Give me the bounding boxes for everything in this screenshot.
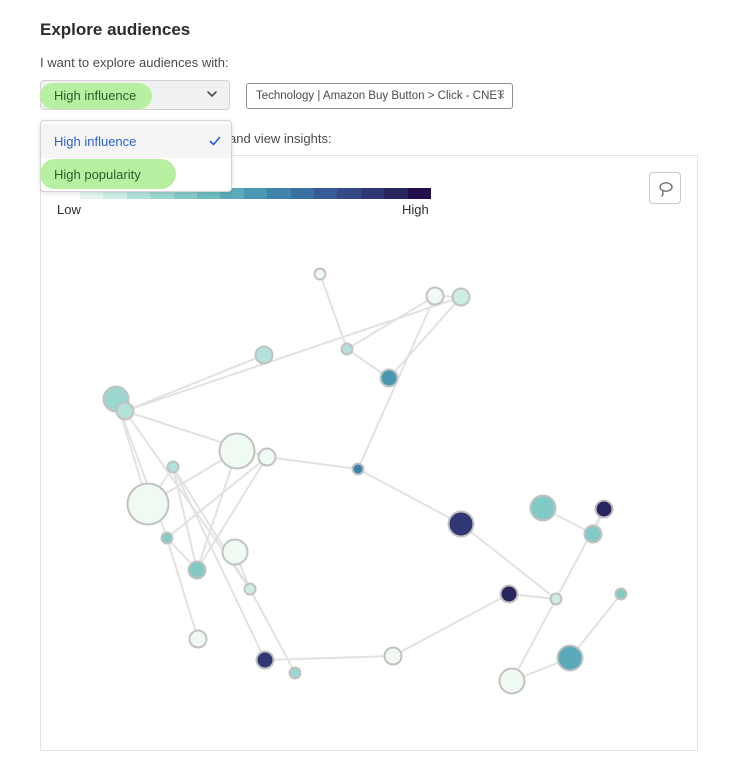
audience-node[interactable] [594, 499, 614, 519]
graph-edge [172, 466, 266, 661]
menu-item-label: High popularity [54, 167, 141, 182]
select-highlight [40, 83, 152, 109]
menu-item-high-influence[interactable]: High influence [41, 124, 231, 158]
graph-edge [166, 537, 199, 640]
graph-edge [346, 295, 436, 350]
legend-swatch [384, 188, 408, 199]
graph-edge [124, 354, 265, 412]
graph-edge [266, 456, 359, 470]
legend-swatch [407, 188, 432, 199]
audience-node[interactable] [188, 629, 208, 649]
graph-edge [196, 456, 268, 571]
graph-edge [555, 508, 605, 600]
audience-node[interactable] [447, 510, 475, 538]
legend-low-label: Low [57, 202, 81, 217]
audience-node[interactable] [255, 650, 275, 670]
audience-type-select[interactable]: High influence [40, 80, 230, 110]
legend-swatch [173, 188, 198, 199]
graph-edge [460, 523, 557, 600]
legend-high-label: High [402, 202, 429, 217]
audience-node[interactable] [379, 368, 399, 388]
legend-swatch [103, 188, 127, 199]
legend-swatch [126, 188, 151, 199]
audience-graph-panel [40, 155, 698, 751]
filter-tag: Technology | Amazon Buy Button > Click -… [246, 83, 513, 109]
audience-node[interactable] [425, 286, 445, 306]
close-icon[interactable]: × [497, 88, 505, 103]
audience-node[interactable] [166, 460, 180, 474]
audience-type-menu: High influence High popularity [40, 120, 232, 192]
checkmark-icon [209, 136, 221, 146]
audience-node[interactable] [383, 646, 403, 666]
graph-edge [264, 655, 394, 661]
graph-edge [196, 450, 238, 571]
color-scale-legend [80, 188, 432, 199]
audience-node[interactable] [313, 267, 327, 281]
helper-text: and view insights: [229, 131, 332, 146]
lasso-button[interactable] [649, 172, 681, 204]
audience-node[interactable] [288, 666, 302, 680]
audience-node[interactable] [529, 494, 557, 522]
audience-node[interactable] [351, 462, 365, 476]
audience-node[interactable] [499, 584, 519, 604]
menu-item-high-popularity[interactable]: High popularity [40, 157, 231, 191]
graph-edge [166, 456, 268, 539]
audience-node[interactable] [451, 287, 471, 307]
audience-node[interactable] [115, 401, 135, 421]
audience-node[interactable] [614, 587, 628, 601]
graph-edge [357, 468, 462, 525]
audience-node[interactable] [556, 644, 584, 672]
legend-swatch [80, 188, 104, 199]
audience-node[interactable] [187, 560, 207, 580]
select-value: High influence [54, 88, 137, 103]
graph-edge [124, 296, 462, 412]
audience-node[interactable] [218, 432, 256, 470]
menu-item-label: High influence [54, 134, 137, 149]
graph-edge [388, 296, 462, 379]
legend-swatch [290, 188, 315, 199]
audience-node[interactable] [340, 342, 354, 356]
legend-swatch [197, 188, 221, 199]
page-title: Explore audiences [40, 20, 191, 39]
audience-node[interactable] [126, 482, 170, 526]
audience-node[interactable] [549, 592, 563, 606]
audience-node[interactable] [498, 667, 526, 695]
graph-edge [569, 593, 622, 659]
audience-node[interactable] [583, 524, 603, 544]
legend-swatch [337, 188, 361, 199]
graph-edge [511, 598, 557, 682]
audience-node[interactable] [243, 582, 257, 596]
audience-node[interactable] [254, 345, 274, 365]
graph-edge [249, 588, 296, 674]
legend-swatch [314, 188, 338, 199]
menu-item-highlight [40, 159, 176, 189]
audience-node[interactable] [257, 447, 277, 467]
audience-select-label: I want to explore audiences with: [40, 55, 229, 70]
legend-swatch [243, 188, 268, 199]
audience-node[interactable] [221, 538, 249, 566]
graph-edge [392, 593, 510, 657]
legend-swatch [360, 188, 385, 199]
graph-edge [172, 466, 198, 571]
legend-swatch [220, 188, 244, 199]
audience-node[interactable] [160, 531, 174, 545]
chevron-down-icon [207, 91, 217, 97]
lasso-icon [659, 182, 673, 197]
legend-swatch [267, 188, 291, 199]
legend-swatch [150, 188, 174, 199]
filter-tag-label: Technology | Amazon Buy Button > Click -… [256, 90, 505, 102]
